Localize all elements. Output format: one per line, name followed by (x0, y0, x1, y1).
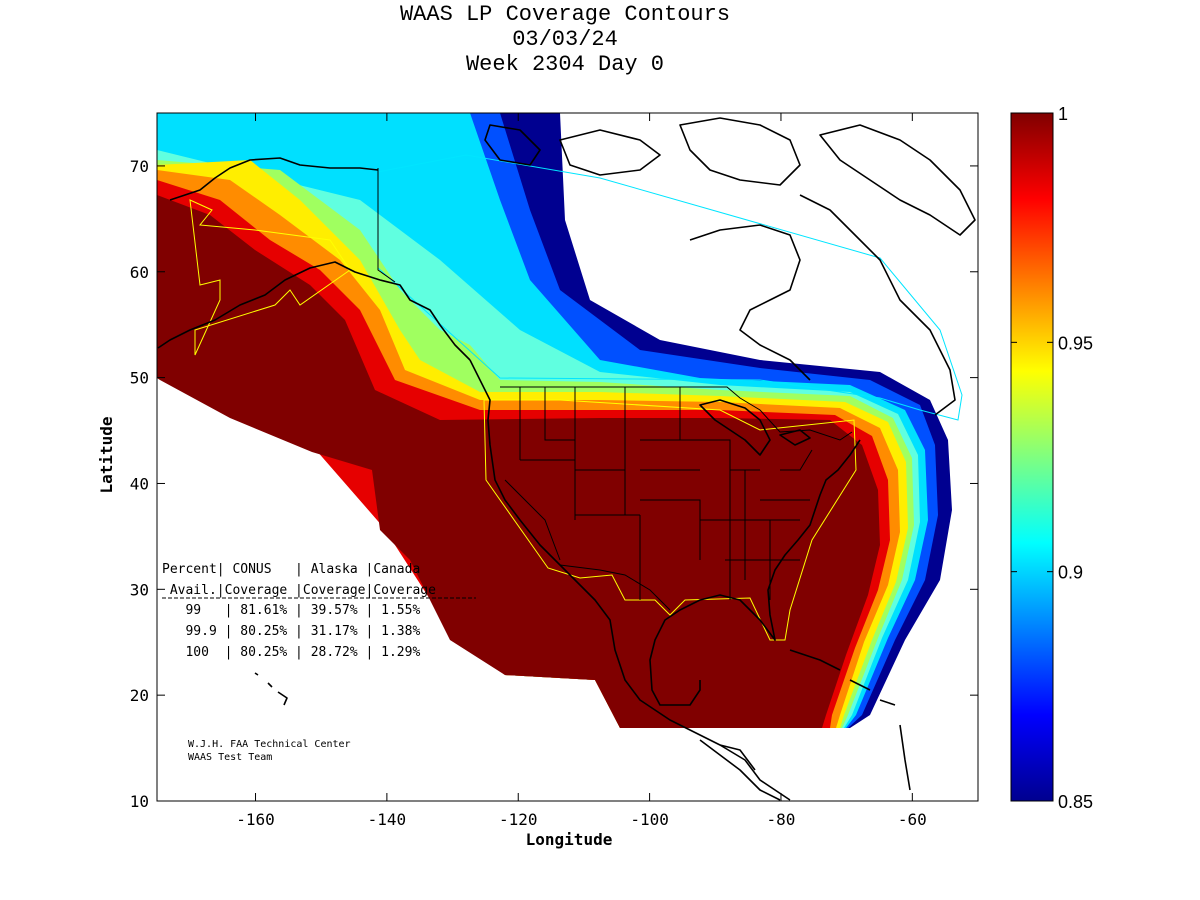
x-tick-label: -160 (236, 810, 275, 829)
coastlines (157, 117, 976, 801)
colorbar-ticks: 1 0.95 0.9 0.85 (1011, 104, 1093, 812)
y-tick-label: 40 (130, 474, 149, 493)
hawaii-islands (254, 672, 288, 706)
alaska-service-volume (189, 199, 351, 356)
y-tick-label: 10 (130, 792, 149, 811)
coverage-contours (157, 113, 952, 728)
table-row: 99.9 | 80.25% | 31.17% | 1.38% (162, 624, 420, 639)
x-axis-label: Longitude (526, 830, 613, 849)
caribbean-islands (789, 649, 911, 791)
central-america-coastline (699, 739, 781, 801)
table-row: 99 | 81.61% | 39.57% | 1.55% (162, 603, 420, 618)
plot-area (157, 113, 978, 801)
plot-frame (156, 112, 979, 802)
east-coast-coastline (649, 439, 861, 706)
y-axis-label: Latitude (97, 416, 116, 493)
table-row: 100 | 80.25% | 28.72% | 1.29% (162, 645, 420, 660)
coverage-stats-table: Percent| CONUS | Alaska |Canada Avail.|C… (162, 562, 476, 660)
chart-title-line3: Week 2304 Day 0 (465, 52, 665, 77)
y-tick-label: 20 (130, 686, 149, 705)
x-tick-label: -100 (630, 810, 669, 829)
us-state-boundaries (504, 387, 813, 600)
x-tick-label: -140 (368, 810, 407, 829)
colorbar-tick-label: 0.85 (1058, 792, 1093, 812)
x-tick-label: -80 (767, 810, 796, 829)
colorbar-tick-label: 0.9 (1058, 563, 1083, 583)
y-tick-label: 30 (130, 580, 149, 599)
colorbar (1010, 112, 1054, 802)
arctic-islands-coastline (484, 117, 976, 236)
us-canada-border (500, 386, 853, 441)
x-tick-label: -60 (898, 810, 927, 829)
table-header-row-2: Avail.|Coverage |Coverage|Coverage (162, 583, 436, 598)
table-header-row-1: Percent| CONUS | Alaska |Canada (162, 562, 420, 577)
x-tick-label: -120 (499, 810, 538, 829)
great-lakes (699, 399, 811, 456)
political-boundaries (377, 168, 853, 611)
colorbar-tick-label: 0.95 (1058, 333, 1093, 353)
chart-title-line2: 03/03/24 (512, 27, 618, 52)
y-tick-label: 60 (130, 263, 149, 282)
us-mexico-border (559, 564, 671, 611)
chart-title-line1: WAAS LP Coverage Contours (399, 2, 731, 27)
hudson-bay-coastline (689, 194, 956, 416)
credit-line-1: W.J.H. FAA Technical Center (188, 739, 351, 750)
canada-service-volume (377, 154, 963, 421)
x-axis-ticks: -160 -140 -120 -100 -80 -60 (236, 113, 927, 829)
colorbar-tick-label: 1 (1058, 104, 1068, 124)
alaska-canada-border (377, 168, 396, 283)
contour-band-dark-red (157, 195, 880, 728)
west-coast-coastline (469, 359, 791, 801)
y-tick-label: 70 (130, 157, 149, 176)
alaska-coastline (157, 157, 471, 361)
y-tick-label: 50 (130, 369, 149, 388)
credit-line-2: WAAS Test Team (188, 752, 272, 763)
y-axis-ticks: 10 20 30 40 50 60 70 (130, 157, 978, 811)
